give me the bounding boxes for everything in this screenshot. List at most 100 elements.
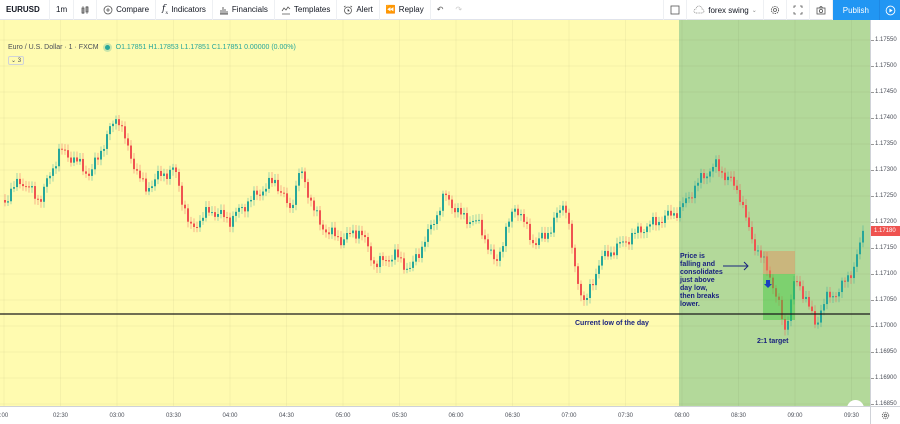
- price-label: 1.17450: [875, 89, 897, 95]
- price-tick: [871, 300, 874, 301]
- market-status-dot-icon: [104, 45, 110, 50]
- time-label: 03:30: [165, 413, 182, 419]
- alert-button[interactable]: Alert: [337, 0, 380, 20]
- time-label: 09:00: [787, 413, 803, 419]
- time-label: 09:30: [843, 413, 860, 419]
- camera-icon: [816, 6, 826, 15]
- time-label: :00: [0, 413, 9, 419]
- financials-button[interactable]: Financials: [213, 0, 275, 20]
- compare-label: Compare: [116, 5, 150, 14]
- explanation-line: Price is: [680, 253, 705, 260]
- layout-name-label: forex swing: [708, 5, 749, 15]
- price-label: 1.17300: [875, 167, 897, 173]
- symbol-search-button[interactable]: EURUSD: [0, 0, 50, 20]
- templates-icon: [281, 5, 291, 14]
- candlestick-series: [0, 20, 870, 406]
- price-tick: [871, 326, 874, 327]
- settings-button[interactable]: [764, 0, 787, 20]
- time-label: 04:00: [222, 413, 238, 419]
- price-label: 1.17400: [875, 115, 897, 121]
- price-label: 1.17100: [875, 271, 897, 277]
- redo-icon: ↷: [455, 5, 463, 14]
- alert-label: Alert: [356, 5, 373, 14]
- time-label: 04:30: [278, 413, 295, 419]
- undo-button[interactable]: ↶: [431, 0, 450, 20]
- rewind-icon: ⏪: [385, 5, 396, 14]
- play-circle-icon: [885, 5, 895, 15]
- explanation-line: falling and: [680, 261, 715, 268]
- chart-settings-corner-button[interactable]: [870, 406, 900, 424]
- price-tick: [871, 170, 874, 171]
- gear-icon: [770, 5, 779, 15]
- price-tick: [871, 144, 874, 145]
- publish-video-button[interactable]: [880, 0, 900, 20]
- ohlc-values: O1.17851 H1.17853 L1.17851 C1.17851 0.00…: [115, 44, 296, 51]
- chart-pane[interactable]: Euro / U.S. Dollar · 1 · FXCM O1.17851 H…: [0, 20, 870, 406]
- indicators-collapse-button[interactable]: ⌄ 3: [8, 56, 25, 65]
- time-label: 06:30: [504, 413, 521, 419]
- layout-select-button[interactable]: [663, 0, 688, 20]
- price-label: 1.17050: [875, 297, 897, 303]
- current-price-tag: 1.17180: [871, 226, 900, 236]
- publish-button[interactable]: Publish: [832, 0, 880, 20]
- time-label: 07:00: [561, 413, 577, 419]
- replay-button[interactable]: ⏪ Replay: [380, 0, 431, 20]
- explanation-line: lower.: [680, 301, 700, 308]
- snapshot-button[interactable]: [810, 0, 833, 20]
- price-label: 1.16850: [875, 401, 897, 407]
- price-tick: [871, 66, 874, 67]
- compare-button[interactable]: Compare: [97, 0, 157, 20]
- alarm-clock-icon: [344, 5, 353, 14]
- replay-label: Replay: [398, 5, 424, 14]
- price-label: 1.17500: [875, 63, 897, 69]
- price-tick: [871, 40, 874, 41]
- time-label: 08:30: [730, 413, 747, 419]
- time-label: 06:00: [448, 413, 464, 419]
- cloud-icon: [693, 5, 705, 14]
- session-highlight-rectangle[interactable]: [679, 20, 870, 406]
- gear-icon: [881, 411, 890, 420]
- price-axis[interactable]: 1.17550 1.17500 1.17450 1.17400 1.17350 1.173…: [870, 20, 900, 407]
- price-tick: [871, 352, 874, 353]
- time-axis[interactable]: :00 02:30 03:00 03:30 04:00 04:30 05:00 05:30 06…: [0, 406, 870, 424]
- candles-icon: [81, 5, 89, 14]
- price-tick: [871, 118, 874, 119]
- square-icon: [670, 5, 680, 15]
- price-label: 1.17250: [875, 193, 897, 199]
- chart-type-button[interactable]: [74, 0, 98, 20]
- time-label: 05:00: [335, 413, 351, 419]
- save-layout-button[interactable]: forex swing ⌄: [687, 0, 764, 20]
- explanation-note[interactable]: Price is falling and consolidates just abov…: [680, 253, 723, 309]
- price-tick: [871, 92, 874, 93]
- bar-chart-icon: [219, 6, 228, 14]
- scroll-to-realtime-button[interactable]: »: [847, 400, 864, 406]
- templates-label: Templates: [293, 5, 331, 14]
- price-tick: [871, 274, 874, 275]
- explanation-line: day low,: [680, 285, 708, 292]
- price-label: 1.17150: [875, 245, 897, 251]
- indicators-label: Indicators: [171, 5, 206, 14]
- price-tick: [871, 222, 874, 223]
- symbol-label: EURUSD: [6, 5, 40, 14]
- undo-icon: ↶: [436, 5, 444, 14]
- price-tick: [871, 404, 874, 405]
- price-tick: [871, 196, 874, 197]
- price-tick: [871, 378, 874, 379]
- price-label: 1.16900: [875, 375, 897, 381]
- series-legend: Euro / U.S. Dollar · 1 · FXCM O1.17851 H…: [8, 44, 296, 51]
- interval-button[interactable]: 1m: [50, 0, 75, 20]
- templates-button[interactable]: Templates: [275, 0, 338, 20]
- explanation-line: consolidates: [680, 269, 723, 276]
- plus-circle-icon: [103, 5, 113, 14]
- fullscreen-icon: [793, 5, 803, 15]
- low-of-day-label[interactable]: Current low of the day: [575, 320, 649, 327]
- fullscreen-button[interactable]: [787, 0, 810, 20]
- price-label: 1.17000: [875, 323, 897, 329]
- time-label: 02:30: [52, 413, 69, 419]
- target-label[interactable]: 2:1 target: [757, 338, 789, 345]
- time-label: 07:30: [617, 413, 634, 419]
- redo-button[interactable]: ↷: [449, 0, 468, 20]
- top-toolbar: EURUSD 1m Compare fx Indicators Financia…: [0, 0, 900, 20]
- publish-label: Publish: [842, 5, 869, 15]
- indicators-button[interactable]: fx Indicators: [156, 0, 213, 20]
